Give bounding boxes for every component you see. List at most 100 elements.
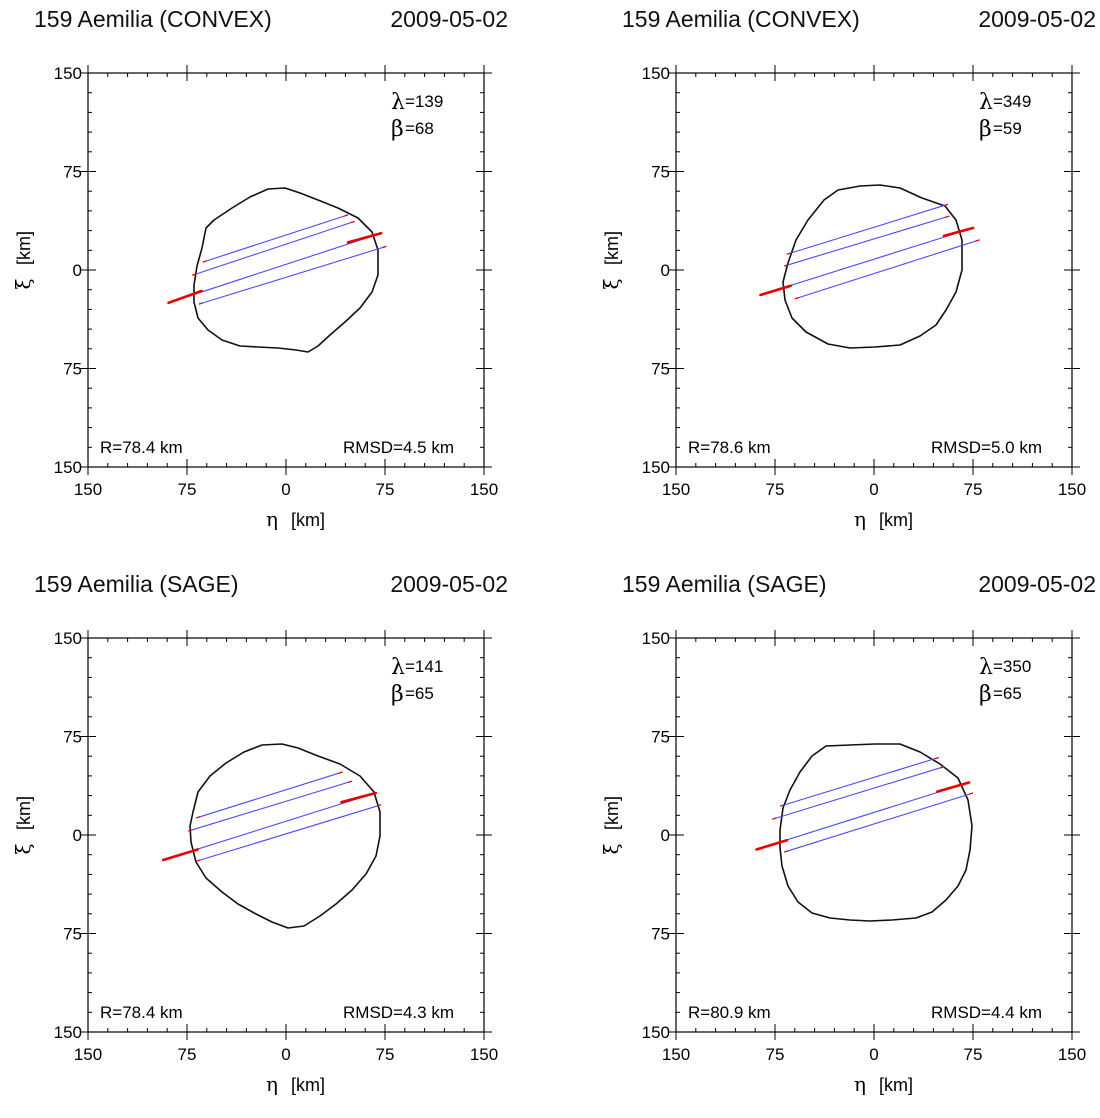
beta-symbol: β xyxy=(391,682,404,707)
occultation-chord xyxy=(784,792,974,853)
lambda-value: =350 xyxy=(993,657,1031,676)
plot-panel-convex-1: 159 Aemilia (CONVEX) 2009-05-02 150 75 0 75 15… xyxy=(0,0,550,553)
x-tick-label: 150 xyxy=(1058,1045,1086,1064)
asteroid-outline xyxy=(189,743,381,929)
x-tick-label: 150 xyxy=(470,1045,498,1064)
y-tick-label: 75 xyxy=(63,360,82,379)
plot-panel-sage-1: 159 Aemilia (SAGE) 2009-05-02 150 75 0 75 150 1… xyxy=(0,565,550,1118)
chord-uncertainty-segment xyxy=(942,226,975,238)
beta-value: =68 xyxy=(405,119,434,138)
y-tick-label: 0 xyxy=(73,826,82,845)
lambda-symbol: λ xyxy=(391,655,405,680)
beta-value: =59 xyxy=(993,119,1022,138)
x-tick-label: 75 xyxy=(964,480,983,499)
lambda-value: =141 xyxy=(405,657,443,676)
chart-title: 159 Aemilia (SAGE) xyxy=(34,571,239,597)
x-tick-label: 75 xyxy=(376,1045,395,1064)
y-tick-label: 0 xyxy=(73,261,82,280)
chord-end-marker xyxy=(376,804,382,807)
occultation-chord xyxy=(202,214,349,263)
chord-end-marker xyxy=(794,297,799,300)
y-axis-label-symbol: ξ xyxy=(599,278,623,289)
chord-end-marker xyxy=(784,264,789,267)
chart-date: 2009-05-02 xyxy=(390,6,508,32)
x-axis-label-symbol: η xyxy=(266,1072,278,1096)
x-tick-label: 0 xyxy=(869,1045,878,1064)
y-tick-label: 75 xyxy=(63,925,82,944)
x-tick-label: 75 xyxy=(376,480,395,499)
occultation-chord xyxy=(786,203,949,255)
asteroid-outline xyxy=(779,743,973,922)
chord-end-marker xyxy=(780,804,785,807)
y-tick-label: 75 xyxy=(651,925,670,944)
x-tick-label: 150 xyxy=(74,480,102,499)
chord-uncertainty-segment xyxy=(346,231,383,244)
y-tick-label: 75 xyxy=(651,163,670,182)
beta-symbol: β xyxy=(979,117,992,142)
x-axis-label-symbol: η xyxy=(854,1072,866,1096)
radius-label: R=78.6 km xyxy=(688,438,771,457)
chord-end-marker xyxy=(939,766,945,769)
plot-svg: 159 Aemilia (SAGE) 2009-05-02 150 75 0 75 150 1… xyxy=(599,571,1096,1096)
occultation-chord xyxy=(168,232,382,304)
x-tick-label: 150 xyxy=(470,480,498,499)
y-tick-label: 150 xyxy=(642,1023,670,1042)
occultation-chord xyxy=(198,245,387,305)
x-tick-label: 75 xyxy=(964,1045,983,1064)
x-axis-label-unit: [km] xyxy=(879,510,913,530)
occultation-chord xyxy=(784,215,950,267)
chord-end-marker xyxy=(350,220,355,224)
occultation-chord xyxy=(196,771,343,819)
x-tick-label: 0 xyxy=(281,1045,290,1064)
occultation-chord xyxy=(756,781,970,850)
x-tick-label: 0 xyxy=(869,480,878,499)
x-tick-label: 75 xyxy=(178,1045,197,1064)
y-tick-label: 75 xyxy=(651,728,670,747)
chord-end-marker xyxy=(772,817,777,820)
chord-end-marker xyxy=(943,203,949,207)
x-tick-label: 75 xyxy=(178,480,197,499)
x-axis-label-unit: [km] xyxy=(879,1075,913,1095)
chord-end-marker xyxy=(188,829,193,832)
chord-uncertainty-segment xyxy=(759,284,793,297)
y-axis-label: ξ [km] xyxy=(11,231,35,290)
chord-end-marker xyxy=(786,252,792,255)
chord-uncertainty-segment xyxy=(340,791,378,804)
chord-end-marker xyxy=(202,260,208,263)
x-tick-label: 75 xyxy=(766,1045,785,1064)
y-tick-label: 75 xyxy=(63,163,82,182)
occultation-chord xyxy=(760,227,974,296)
x-tick-label: 150 xyxy=(662,480,690,499)
radius-label: R=80.9 km xyxy=(688,1003,771,1022)
lambda-value: =139 xyxy=(405,92,443,111)
chord-end-marker xyxy=(934,756,939,760)
y-tick-label: 0 xyxy=(661,826,670,845)
x-tick-label: 150 xyxy=(662,1045,690,1064)
chord-end-marker xyxy=(196,816,201,819)
x-tick-label: 150 xyxy=(1058,480,1086,499)
y-tick-label: 150 xyxy=(54,1023,82,1042)
y-tick-label: 150 xyxy=(642,458,670,477)
x-axis-label-symbol: η xyxy=(854,507,866,531)
chord-uncertainty-segment xyxy=(755,838,789,851)
chord-end-marker xyxy=(343,214,349,217)
y-tick-label: 75 xyxy=(651,360,670,379)
y-tick-label: 150 xyxy=(642,64,670,83)
y-tick-label: 150 xyxy=(54,458,82,477)
chord-end-marker xyxy=(784,850,789,853)
y-axis-label: ξ [km] xyxy=(599,796,623,855)
chart-title: 159 Aemilia (CONVEX) xyxy=(622,6,860,32)
lambda-symbol: λ xyxy=(979,90,993,115)
plot-panel-convex-2: 159 Aemilia (CONVEX) 2009-05-02 150 75 0 75 15… xyxy=(588,0,1100,553)
y-tick-label: 0 xyxy=(661,261,670,280)
chord-uncertainty-segment xyxy=(167,289,203,305)
y-axis-label-symbol: ξ xyxy=(11,843,35,854)
y-axis-label-unit: [km] xyxy=(14,796,34,830)
plot-svg: 159 Aemilia (CONVEX) 2009-05-02 150 75 0 75 15… xyxy=(11,6,508,531)
rmsd-label: RMSD=4.4 km xyxy=(931,1003,1042,1022)
y-axis-label-symbol: ξ xyxy=(599,843,623,854)
chord-uncertainty-segment xyxy=(936,781,971,793)
plot-svg: 159 Aemilia (SAGE) 2009-05-02 150 75 0 75 150 1… xyxy=(11,571,508,1096)
chord-end-marker xyxy=(347,780,353,784)
occultation-chord xyxy=(772,766,945,820)
